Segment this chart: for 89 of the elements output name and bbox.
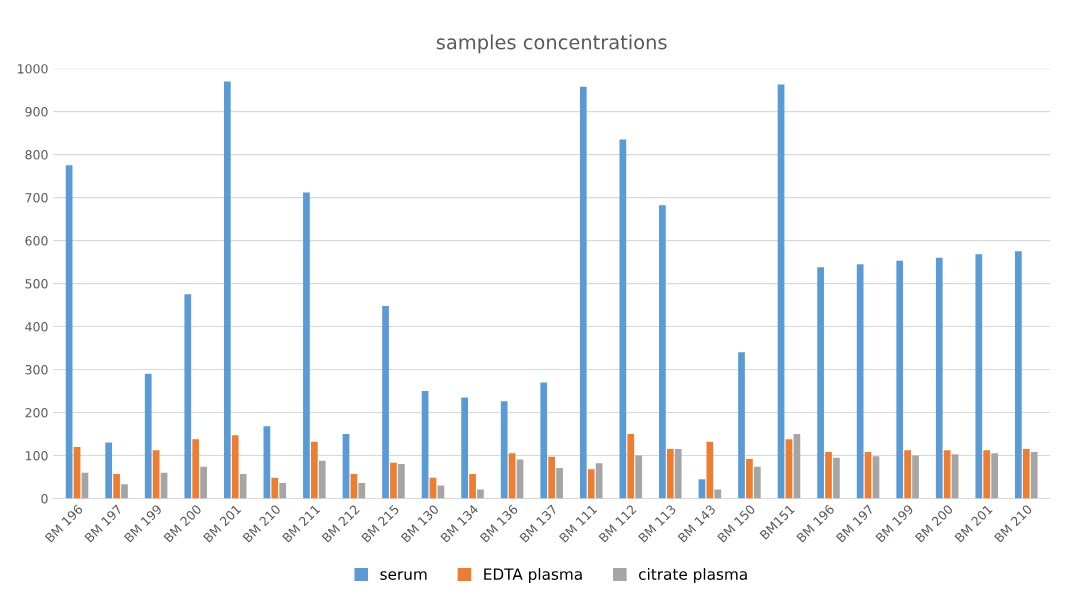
bar [896, 260, 904, 499]
bar [477, 489, 484, 499]
x-tick-label: BM 200 [914, 504, 954, 543]
bar [714, 489, 722, 499]
y-tick-label: 0 [41, 493, 48, 504]
x-tick-label: BM 134 [440, 504, 479, 543]
bar [358, 483, 366, 499]
chart-title: samples concentrations [436, 34, 667, 54]
bar [825, 452, 832, 499]
bar [192, 439, 200, 499]
bar [627, 434, 635, 499]
bar [390, 462, 397, 499]
x-tick-label: BM 199 [875, 504, 914, 543]
y-tick-label: 600 [25, 236, 48, 246]
bar [983, 450, 991, 499]
bar [184, 294, 192, 499]
bar [912, 455, 919, 499]
bar [105, 442, 113, 499]
y-tick-label: 100 [25, 450, 48, 461]
legend-label: serum [380, 571, 427, 580]
x-tick-label: BM 199 [123, 504, 163, 543]
x-tick-label: BM 111 [558, 504, 598, 543]
x-tick-label: BM 150 [717, 504, 756, 543]
x-tick-label: BM 196 [44, 504, 84, 543]
x-tick-label: BM 201 [954, 504, 993, 543]
y-tick-label: 1000 [18, 64, 48, 74]
legend-label: EDTA plasma [484, 568, 582, 583]
bar [587, 469, 595, 499]
legend-label: citrate plasma [639, 568, 747, 583]
y-tick-label: 200 [25, 408, 48, 418]
bar [1015, 251, 1022, 499]
x-tick-label: BM 113 [637, 504, 677, 543]
bar [231, 435, 239, 499]
x-tick-label: BM 136 [479, 504, 519, 543]
bar [1022, 449, 1030, 499]
x-tick-label: BM 200 [163, 504, 202, 543]
bar [935, 257, 943, 499]
bar [1030, 452, 1038, 499]
bar [579, 86, 587, 499]
x-tick-label: BM 112 [598, 504, 637, 543]
bar [975, 254, 983, 499]
bar [469, 473, 476, 499]
bar [144, 373, 152, 499]
bar [666, 449, 674, 499]
bar [382, 305, 389, 499]
bar [833, 457, 840, 499]
bar [556, 467, 563, 499]
bar [310, 441, 318, 499]
x-tick-label: BM 201 [202, 504, 242, 543]
x-tick-label: BM 215 [361, 504, 400, 543]
x-tick-label: BM 143 [677, 504, 716, 543]
y-tick-label: 900 [25, 107, 48, 117]
bar [500, 401, 508, 499]
bar [548, 456, 556, 499]
bar [856, 264, 864, 499]
bar [635, 455, 643, 499]
bar [239, 473, 247, 499]
x-tick-label: BM 211 [282, 504, 321, 543]
y-tick-label: 800 [25, 150, 48, 160]
bar [271, 477, 279, 499]
y-tick-label: 700 [25, 193, 48, 203]
bar [200, 466, 207, 499]
bar [817, 267, 824, 499]
bar [619, 139, 627, 499]
y-tick-label: 300 [25, 365, 48, 375]
x-tick-label: BM 210 [993, 504, 1033, 543]
y-tick-label: 400 [25, 322, 48, 332]
bar [738, 352, 745, 499]
bar [659, 205, 666, 499]
x-tick-label: BM 196 [796, 504, 835, 543]
bar [674, 449, 682, 499]
bar [303, 192, 310, 499]
bar [461, 397, 468, 499]
bar [991, 453, 998, 499]
bar [746, 458, 753, 499]
bar [318, 460, 326, 499]
bar [279, 483, 287, 499]
bar [943, 450, 951, 499]
x-tick-label: BM 130 [400, 504, 440, 543]
x-tick-label: BM 210 [242, 504, 282, 543]
bar [398, 464, 405, 499]
bar [753, 466, 761, 499]
bar [113, 473, 120, 499]
bar [223, 81, 231, 499]
bar [540, 382, 548, 499]
bar [121, 484, 128, 499]
x-tick-label: BM 212 [321, 504, 360, 543]
y-tick-label: 500 [25, 279, 48, 289]
bar [904, 450, 911, 499]
